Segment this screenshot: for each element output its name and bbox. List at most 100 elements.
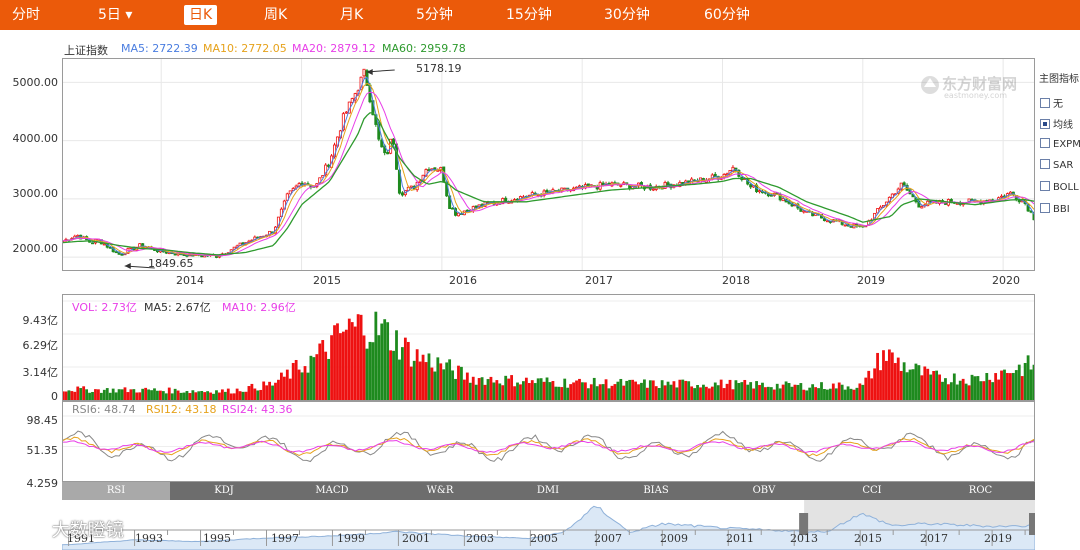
volume-bar bbox=[333, 325, 336, 400]
volume-bar bbox=[885, 360, 888, 400]
tab-5day-dropdown[interactable]: 5日 ▾ bbox=[98, 7, 133, 23]
low-annotation: 1849.65 bbox=[148, 257, 194, 270]
nav-year-1993: 1993 bbox=[135, 532, 163, 545]
volume-bar bbox=[752, 388, 756, 400]
volume-bar bbox=[406, 341, 410, 400]
tab-15min[interactable]: 15分钟 bbox=[506, 7, 552, 23]
volume-bar bbox=[640, 382, 643, 400]
tab-60min[interactable]: 60分钟 bbox=[704, 7, 750, 23]
volume-bar bbox=[412, 360, 416, 400]
volume-bar bbox=[238, 391, 242, 400]
price-chart-panel[interactable] bbox=[62, 58, 1035, 271]
volume-bar bbox=[350, 322, 354, 400]
navigator-svg bbox=[62, 500, 1035, 550]
option-expma[interactable]: EXPMA bbox=[1040, 138, 1080, 150]
volume-bar bbox=[1014, 370, 1018, 400]
volume-bar bbox=[395, 330, 398, 400]
tab-bias[interactable]: BIAS bbox=[643, 485, 669, 496]
option-ma[interactable]: 均线 bbox=[1040, 116, 1073, 131]
volume-bar bbox=[722, 388, 726, 400]
low-arrow-icon bbox=[124, 262, 131, 269]
volume-bar bbox=[259, 389, 263, 400]
volume-bar bbox=[507, 378, 511, 400]
tab-daily-k[interactable]: 日K bbox=[184, 5, 218, 25]
checkbox-expma[interactable] bbox=[1040, 138, 1050, 148]
checkbox-none[interactable] bbox=[1040, 98, 1050, 108]
volume-bar bbox=[341, 331, 345, 400]
option-bbi[interactable]: BBI bbox=[1040, 203, 1070, 215]
volume-bar bbox=[99, 392, 103, 400]
volume-bar bbox=[840, 384, 844, 400]
tab-dmi[interactable]: DMI bbox=[536, 485, 560, 496]
volume-panel[interactable] bbox=[62, 294, 1035, 401]
eastmoney-logo-icon bbox=[921, 76, 939, 94]
tab-intraday[interactable]: 分时 bbox=[12, 7, 40, 23]
volume-bar bbox=[583, 382, 587, 400]
volume-bar bbox=[539, 378, 543, 400]
rsi24-legend: RSI24: 43.36 bbox=[222, 403, 293, 416]
volume-bar bbox=[389, 350, 393, 400]
volume-bar bbox=[666, 381, 670, 400]
tab-cci[interactable]: CCI bbox=[862, 485, 882, 496]
volume-bar bbox=[828, 388, 832, 400]
volume-bar bbox=[654, 386, 658, 400]
tab-weekly-k[interactable]: 周K bbox=[264, 7, 288, 23]
volume-bar bbox=[306, 372, 310, 400]
volume-bar bbox=[637, 384, 640, 400]
volume-bar bbox=[215, 390, 218, 400]
volume-bar bbox=[454, 378, 457, 400]
time-navigator[interactable]: 1991 1993 1995 1997 1999 2001 2003 2005 … bbox=[62, 500, 1035, 550]
volume-bar bbox=[586, 388, 590, 400]
x-tick-2019: 2019 bbox=[857, 274, 885, 287]
volume-bar bbox=[1017, 364, 1021, 400]
volume-bar bbox=[581, 382, 584, 400]
volume-bar bbox=[401, 347, 404, 400]
volume-bar bbox=[433, 371, 437, 400]
volume-bar bbox=[796, 384, 800, 400]
tab-30min[interactable]: 30分钟 bbox=[604, 7, 650, 23]
volume-bar bbox=[811, 384, 815, 400]
volume-bar bbox=[766, 386, 770, 400]
volume-bar bbox=[495, 380, 499, 400]
volume-bar bbox=[220, 389, 224, 400]
tab-wr[interactable]: W&R bbox=[426, 485, 454, 496]
index-name: 上证指数 bbox=[64, 44, 108, 57]
volume-bar bbox=[63, 391, 65, 400]
checkbox-sar[interactable] bbox=[1040, 159, 1050, 169]
volume-bar bbox=[344, 329, 348, 400]
volume-bar bbox=[135, 392, 139, 400]
candle-body bbox=[63, 240, 65, 243]
volume-bar bbox=[88, 392, 91, 400]
tab-kdj[interactable]: KDJ bbox=[214, 485, 234, 496]
tab-roc[interactable]: ROC bbox=[968, 485, 993, 496]
tab-rsi[interactable]: RSI bbox=[62, 482, 170, 500]
volume-bar bbox=[229, 393, 233, 400]
volume-bar bbox=[997, 379, 1000, 400]
high-arrow-icon bbox=[366, 68, 373, 75]
volume-bar bbox=[371, 342, 375, 400]
tab-obv[interactable]: OBV bbox=[752, 485, 776, 496]
volume-bar bbox=[964, 383, 968, 400]
volume-bar bbox=[1026, 355, 1030, 400]
candle-body bbox=[501, 198, 505, 205]
rsi-panel[interactable] bbox=[62, 401, 1035, 482]
checkbox-bbi[interactable] bbox=[1040, 203, 1050, 213]
volume-bar bbox=[820, 382, 823, 400]
option-boll[interactable]: BOLL bbox=[1040, 181, 1079, 193]
volume-bar bbox=[277, 379, 280, 400]
tab-macd[interactable]: MACD bbox=[315, 485, 349, 496]
volume-bar bbox=[256, 390, 260, 400]
volume-bar bbox=[855, 387, 859, 400]
volume-bar bbox=[223, 391, 227, 400]
checkbox-boll[interactable] bbox=[1040, 181, 1050, 191]
volume-bar bbox=[775, 383, 779, 400]
x-tick-2017: 2017 bbox=[585, 274, 613, 287]
volume-bar bbox=[843, 389, 847, 400]
volume-bar bbox=[297, 369, 301, 400]
checkbox-ma-checked[interactable] bbox=[1040, 119, 1050, 129]
tab-monthly-k[interactable]: 月K bbox=[340, 7, 364, 23]
option-none[interactable]: 无 bbox=[1040, 95, 1063, 110]
tab-5min[interactable]: 5分钟 bbox=[416, 7, 453, 23]
option-sar[interactable]: SAR bbox=[1040, 159, 1073, 171]
volume-bar bbox=[737, 383, 741, 400]
